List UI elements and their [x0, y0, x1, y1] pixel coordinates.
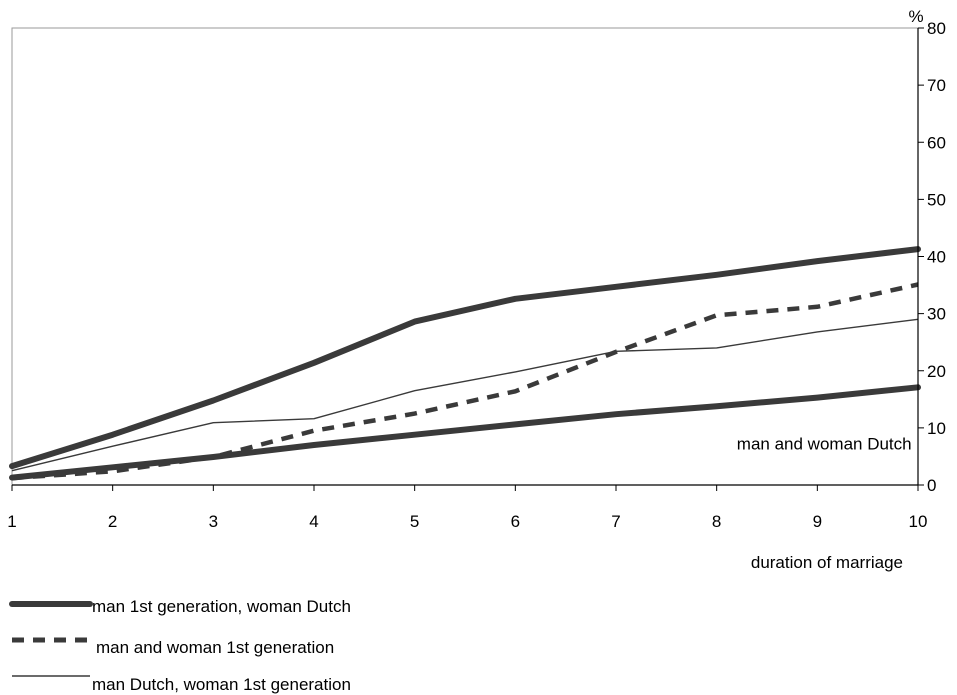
legend-label: man Dutch, woman 1st generation — [92, 675, 351, 694]
y-tick-label: 40 — [927, 248, 946, 267]
y-axis-label: % — [908, 7, 923, 26]
legend-item: man and woman 1st generation — [12, 637, 334, 657]
y-tick-label: 60 — [927, 133, 946, 152]
plot-area-frame — [11, 27, 919, 486]
x-tick-label: 7 — [611, 512, 620, 531]
y-tick-label: 50 — [927, 190, 946, 209]
x-tick-label: 3 — [209, 512, 218, 531]
y-tick-label: 80 — [927, 19, 946, 38]
x-tick-label: 5 — [410, 512, 419, 531]
x-tick-label: 6 — [511, 512, 520, 531]
axis-layer: 1 2 3 4 5 6 7 8 9 10 0 10 20 30 40 50 60 70 80 — [7, 19, 946, 531]
legend: man 1st generation, woman Dutch man and … — [9, 597, 351, 694]
y-tick-label: 10 — [927, 419, 946, 438]
y-tick-label: 70 — [927, 76, 946, 95]
annotation-man-and-woman-dutch: man and woman Dutch — [737, 434, 912, 453]
y-tick-label: 30 — [927, 305, 946, 324]
series-layer — [9, 246, 921, 481]
legend-label: man 1st generation, woman Dutch — [92, 597, 351, 616]
x-tick-label: 8 — [712, 512, 721, 531]
x-tick-label: 2 — [108, 512, 117, 531]
legend-item: man Dutch, woman 1st generation — [12, 675, 351, 694]
x-axis-label: duration of marriage — [751, 553, 903, 572]
series-line-thin-2 — [11, 318, 919, 472]
x-tick-label: 4 — [309, 512, 318, 531]
series-line-thick-0 — [9, 246, 921, 470]
legend-item: man 1st generation, woman Dutch — [9, 597, 351, 616]
y-tick-label: 0 — [927, 476, 936, 495]
x-tick-label: 1 — [7, 512, 16, 531]
y-tick-label: 20 — [927, 362, 946, 381]
series-line-dashed-1 — [11, 282, 919, 481]
x-tick-label: 9 — [813, 512, 822, 531]
legend-label: man and woman 1st generation — [96, 638, 334, 657]
x-tick-label: 10 — [909, 512, 928, 531]
